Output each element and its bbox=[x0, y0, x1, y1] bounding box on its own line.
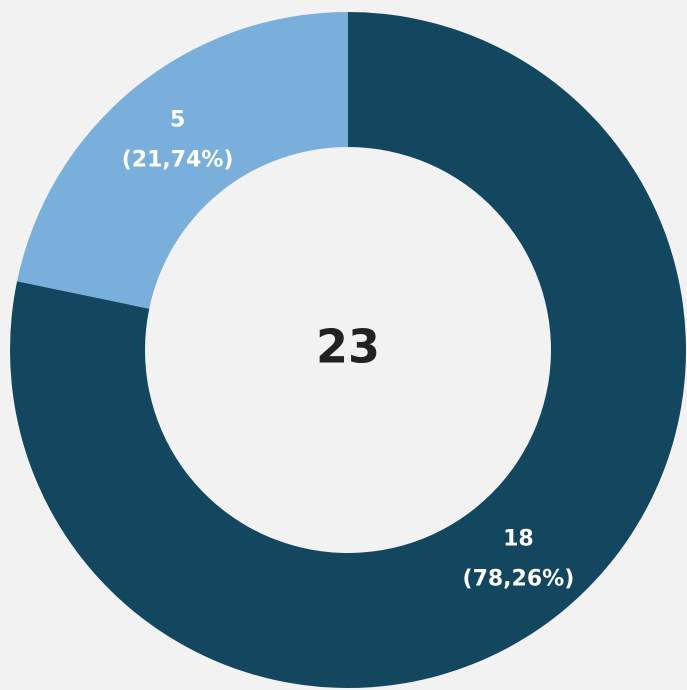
slices bbox=[10, 12, 686, 688]
percent-label: (78,26%) bbox=[463, 566, 575, 591]
slice bbox=[10, 12, 686, 688]
value-label: 5 bbox=[170, 108, 185, 133]
center-total: 23 bbox=[316, 320, 380, 374]
percent-label: (21,74%) bbox=[122, 148, 234, 173]
slice bbox=[17, 12, 348, 309]
value-label: 18 bbox=[503, 526, 534, 551]
